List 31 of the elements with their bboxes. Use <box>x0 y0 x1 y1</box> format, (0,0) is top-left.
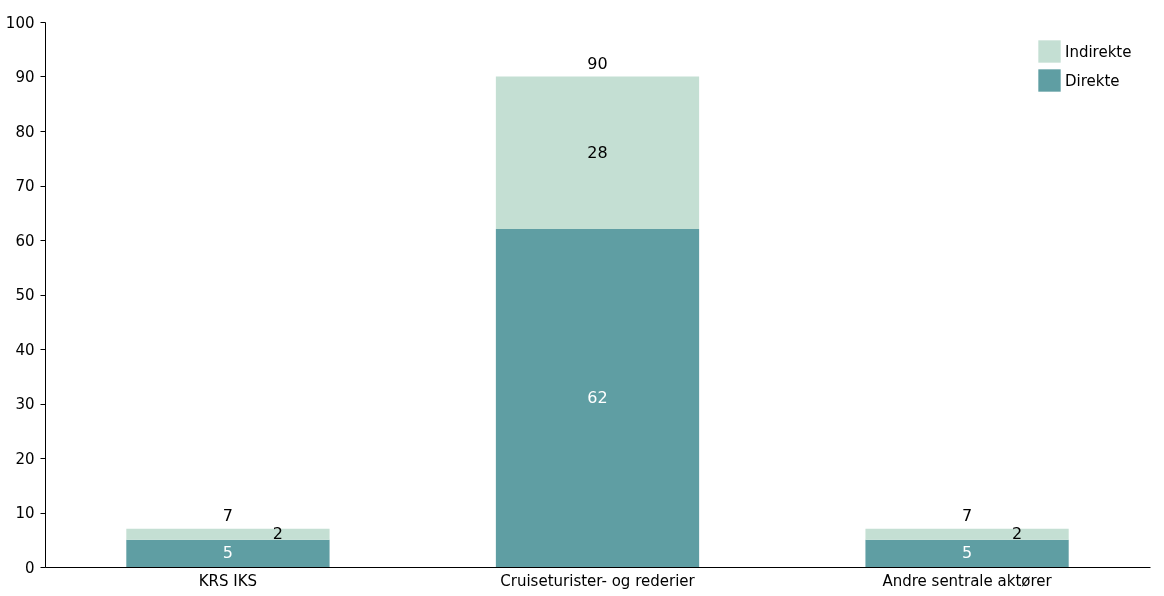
x-tick-label: Andre sentrale aktører <box>882 571 1053 590</box>
data-label: 28 <box>587 142 608 162</box>
legend-label: Indirekte <box>1065 42 1132 61</box>
bar <box>865 539 1069 567</box>
total-label: 7 <box>222 505 234 525</box>
y-tick-label: 0 <box>24 558 35 577</box>
y-tick-label: 70 <box>15 177 35 195</box>
bar <box>495 229 700 567</box>
y-tick-label: 10 <box>15 504 35 522</box>
x-tick-label: KRS IKS <box>198 571 258 590</box>
y-tick-label: 100 <box>5 13 35 32</box>
y-tick-label: 40 <box>15 340 35 359</box>
data-label: 2 <box>1011 524 1023 544</box>
y-tick-label: 60 <box>15 231 35 250</box>
y-tick-label: 80 <box>15 122 35 141</box>
bar <box>495 76 700 230</box>
data-label: 2 <box>272 524 284 544</box>
data-label: 5 <box>222 543 234 563</box>
total-label: 90 <box>587 53 608 73</box>
bar <box>126 539 330 567</box>
bar <box>865 528 1069 540</box>
legend-label: Direkte <box>1065 71 1120 90</box>
bar <box>126 528 330 540</box>
data-label: 62 <box>587 388 608 408</box>
y-tick-label: 30 <box>15 395 35 413</box>
x-tick-label: Cruiseturister- og rederier <box>500 571 696 590</box>
data-label: 5 <box>961 543 973 563</box>
y-tick-label: 50 <box>15 286 35 304</box>
y-tick-label: 20 <box>15 449 35 468</box>
y-tick-label: 90 <box>15 68 35 86</box>
total-label: 7 <box>961 505 973 525</box>
